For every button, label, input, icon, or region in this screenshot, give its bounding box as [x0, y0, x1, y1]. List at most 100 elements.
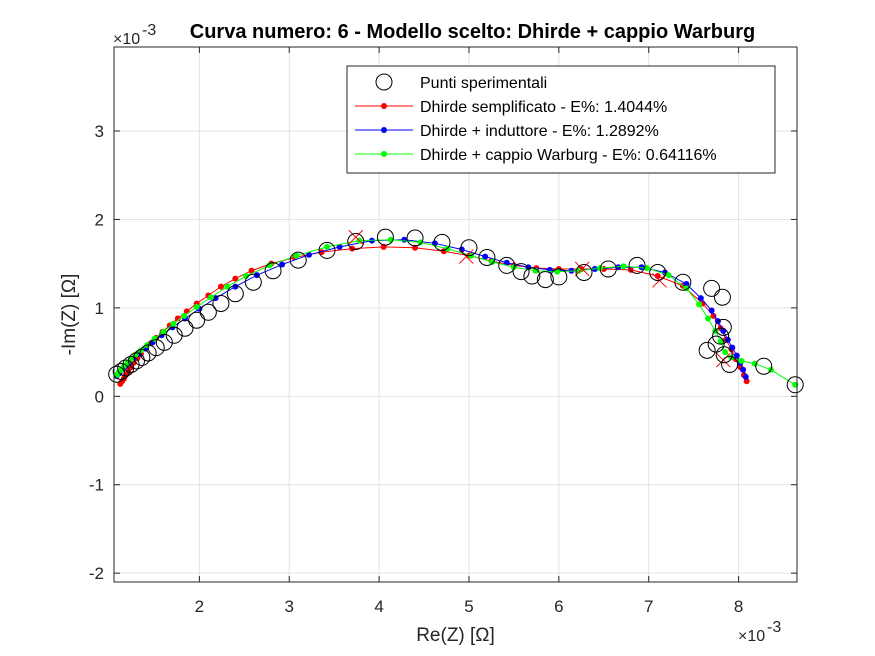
experimental-point	[347, 233, 365, 251]
data-point	[708, 307, 715, 314]
experimental-point	[703, 279, 721, 297]
data-point	[181, 312, 188, 319]
legend-entry: Dhirde semplificato - E%: 1.4044%	[355, 99, 667, 116]
x-tick-label: 7	[644, 597, 653, 616]
x-axis-multiplier: ×10 -3	[738, 619, 781, 645]
data-point	[742, 373, 749, 380]
experimental-point	[212, 294, 230, 312]
x-tick-label: 2	[195, 597, 204, 616]
experimental-point	[755, 357, 773, 375]
cross-marker	[574, 261, 590, 277]
data-point	[740, 366, 747, 373]
data-point	[729, 344, 736, 351]
x-tick-label: 8	[734, 597, 743, 616]
cross-marker	[348, 229, 364, 245]
experimental-point	[536, 271, 554, 289]
experimental-point	[786, 376, 804, 394]
data-point	[170, 320, 177, 327]
y-tick-label: 3	[95, 122, 104, 141]
y-tick-label: 2	[95, 210, 104, 229]
legend-label: Dhirde + induttore - E%: 1.2892%	[420, 123, 659, 140]
data-point	[208, 294, 215, 301]
experimental-point	[127, 352, 145, 370]
legend-marker	[381, 151, 387, 157]
data-point	[431, 240, 438, 247]
data-point	[224, 283, 231, 290]
data-point	[232, 275, 239, 282]
experimental-point	[715, 346, 733, 364]
legend-entry: Dhirde + cappio Warburg - E%: 0.64116%	[355, 147, 717, 164]
experimental-point	[460, 239, 478, 257]
experimental-point	[575, 263, 593, 281]
experimental-point	[721, 355, 739, 373]
data-point	[532, 267, 539, 274]
data-point	[193, 303, 200, 310]
data-point	[710, 312, 717, 319]
series-4	[348, 229, 731, 368]
data-point	[323, 243, 330, 250]
cross-marker	[458, 249, 474, 264]
legend: Punti sperimentali Dhirde semplificato - …	[346, 65, 776, 174]
legend-label: Punti sperimentali	[420, 75, 547, 92]
experimental-point	[649, 263, 667, 281]
x-multiplier-exponent: -3	[767, 619, 781, 636]
y-tick-label: -2	[89, 564, 104, 583]
data-point	[417, 239, 424, 246]
data-point	[697, 295, 704, 302]
data-point	[217, 283, 224, 290]
x-multiplier-base: ×10	[738, 628, 765, 645]
experimental-point	[713, 288, 731, 306]
experimental-point	[478, 248, 496, 266]
legend-marker	[375, 73, 393, 91]
data-point	[733, 352, 740, 359]
x-tick-label: 4	[374, 597, 383, 616]
experimental-point	[674, 273, 692, 291]
legend-entry: Punti sperimentali	[375, 73, 547, 92]
x-axis-label: Re(Z) [Ω]	[416, 625, 495, 646]
legend-label: Dhirde + cappio Warburg - E%: 0.64116%	[420, 147, 717, 164]
data-point	[336, 243, 343, 250]
experimental-point	[176, 319, 194, 337]
experimental-point	[523, 267, 541, 285]
data-point	[248, 267, 255, 274]
experimental-point	[226, 285, 244, 303]
data-point	[232, 283, 239, 290]
experimental-point	[199, 303, 217, 321]
experimental-point	[318, 241, 336, 259]
data-point	[279, 261, 286, 268]
data-point	[683, 280, 690, 287]
data-point	[665, 272, 672, 279]
data-point	[722, 349, 729, 356]
legend-marker	[381, 103, 387, 109]
experimental-point	[628, 256, 646, 274]
experimental-point	[289, 251, 307, 269]
data-point	[696, 301, 703, 308]
legend-label: Dhirde semplificato - E%: 1.4044%	[420, 99, 667, 116]
data-point	[306, 251, 313, 258]
y-multiplier-base: ×10	[113, 31, 140, 48]
experimental-point	[433, 233, 451, 251]
data-point	[705, 315, 712, 322]
experimental-point	[714, 318, 732, 336]
series-layer	[108, 228, 804, 394]
experimental-point	[550, 268, 568, 286]
legend-entry: Dhirde + induttore - E%: 1.2892%	[355, 123, 659, 140]
experimental-point	[244, 273, 262, 291]
y-tick-label: 1	[95, 299, 104, 318]
tick-labels: 2 3 4 5 6 7 8 -2 -1 0 1 2 3	[89, 47, 797, 616]
experimental-point	[188, 311, 206, 329]
data-point	[266, 262, 273, 269]
experimental-point	[264, 262, 282, 280]
data-point	[160, 328, 167, 335]
data-point	[738, 357, 745, 364]
y-multiplier-exponent: -3	[142, 22, 156, 39]
data-point	[482, 253, 489, 260]
data-point	[401, 236, 408, 243]
experimental-point	[133, 348, 151, 366]
experimental-point	[512, 263, 530, 281]
data-point	[620, 263, 627, 270]
chart-title: Curva numero: 6 - Modello scelto: Dhirde…	[190, 21, 755, 43]
experimental-point	[147, 339, 165, 357]
experimental-point	[376, 228, 394, 246]
